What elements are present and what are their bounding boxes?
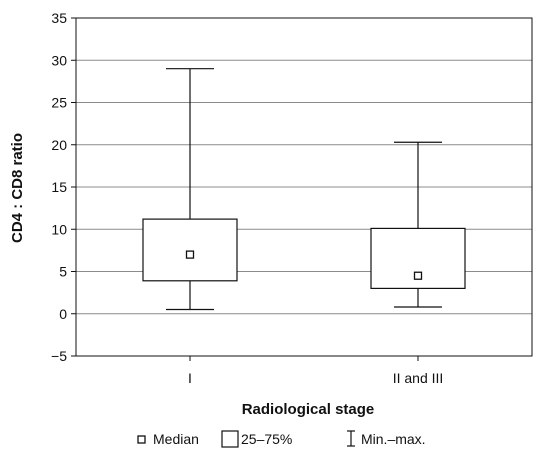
legend-box-marker <box>221 430 239 448</box>
y-axis-title: CD4 : CD8 ratio <box>9 133 26 243</box>
y-tick-label: 5 <box>59 264 67 280</box>
x-tick-label: II and III <box>393 370 444 386</box>
y-tick-label: −5 <box>51 348 67 364</box>
legend-whisker-marker <box>347 430 355 447</box>
y-tick-label: 15 <box>51 179 67 195</box>
median-marker <box>185 250 195 259</box>
x-axis: I II and III <box>188 356 443 386</box>
legend-whisker-label: Min.–max. <box>361 431 426 447</box>
y-tick-label: 30 <box>51 52 67 68</box>
iqr-box <box>370 227 466 289</box>
x-axis-title: Radiological stage <box>242 401 375 418</box>
x-tick-label: I <box>188 370 192 386</box>
y-tick-label: 20 <box>51 137 67 153</box>
iqr-box <box>142 218 238 282</box>
box-group <box>370 141 466 308</box>
legend-box-label: 25–75% <box>241 431 292 447</box>
box-series <box>142 68 466 311</box>
median-marker <box>413 271 423 280</box>
y-tick-label: 25 <box>51 95 67 111</box>
y-tick-label: 10 <box>51 221 67 237</box>
legend: Median 25–75% Min.–max. <box>137 430 426 448</box>
y-axis: −5 0 5 10 15 20 25 30 35 <box>51 10 76 364</box>
y-tick-label: 0 <box>59 306 67 322</box>
y-tick-label: 35 <box>51 10 67 26</box>
legend-median-marker <box>137 435 146 444</box>
legend-median-label: Median <box>153 431 199 447</box>
box-group <box>142 68 238 311</box>
plot-frame <box>75 17 533 357</box>
